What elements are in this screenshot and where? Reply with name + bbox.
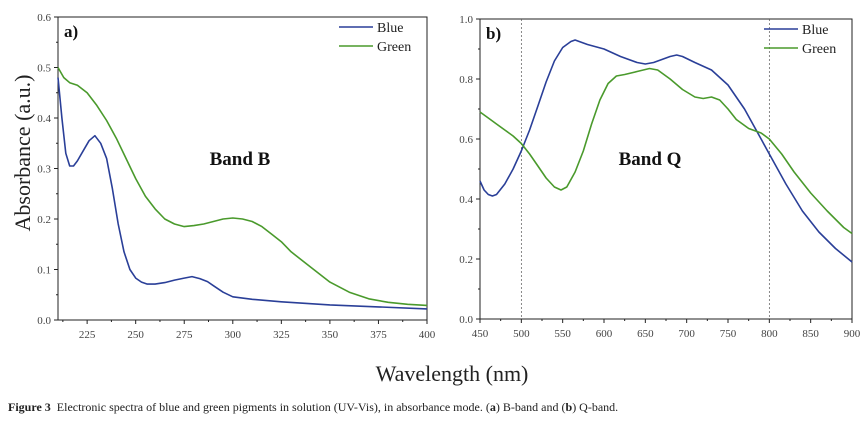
x-tick-label: 225 <box>79 329 96 341</box>
caption-figure-number: Figure 3 <box>8 400 51 414</box>
y-tick-label: 1.0 <box>459 14 473 26</box>
y-tick-label: 0.4 <box>459 194 473 206</box>
x-tick-label: 375 <box>370 329 387 341</box>
legend-label-blue: Blue <box>377 21 403 36</box>
x-tick-label: 325 <box>273 329 290 341</box>
series-line-green <box>57 67 428 307</box>
y-axis-title: Absorbance (a.u.) <box>10 75 35 232</box>
x-tick-label: 275 <box>176 329 193 341</box>
x-tick-label: 500 <box>513 328 530 340</box>
legend-label-green: Green <box>377 40 411 55</box>
y-tick-label: 0.6 <box>459 134 473 146</box>
panel-label: b) <box>486 24 501 43</box>
y-tick-label: 0.2 <box>459 254 473 266</box>
caption-a-label: a <box>489 400 496 414</box>
x-tick-label: 400 <box>419 329 436 341</box>
x-tick-label: 700 <box>678 328 695 340</box>
x-tick-label: 350 <box>322 329 339 341</box>
band-annotation: Band Q <box>619 149 682 170</box>
x-axis-title: Wavelength (nm) <box>376 361 529 386</box>
y-tick-label: 0.2 <box>37 214 51 226</box>
caption-b-label: b <box>565 400 573 414</box>
panel-a-chart: 0.0 0.1 0.2 0.3 0.4 0.5 0.6 225 250 275 300 325 350 3… <box>37 12 436 341</box>
y-tick-label: 0.0 <box>37 315 51 327</box>
caption-text-3: ) Q-band. <box>572 400 619 414</box>
series-line-green <box>479 67 853 235</box>
caption-text-1: Electronic spectra of blue and green pig… <box>56 400 490 414</box>
band-annotation: Band B <box>210 149 271 170</box>
y-tick-label: 0.3 <box>37 164 51 176</box>
figure-canvas: 0.0 0.1 0.2 0.3 0.4 0.5 0.6 225 250 275 300 325 350 3… <box>10 12 861 386</box>
y-tick-label: 0.8 <box>459 74 473 86</box>
series-line-blue <box>57 77 428 310</box>
legend-label-blue: Blue <box>802 23 828 38</box>
x-tick-label: 900 <box>844 328 861 340</box>
y-tick-label: 0.6 <box>37 12 51 24</box>
x-tick-label: 850 <box>802 328 819 340</box>
x-tick-label: 600 <box>596 328 613 340</box>
figure-caption: Figure 3 Electronic spectra of blue and … <box>8 400 618 415</box>
y-tick-label: 0.5 <box>37 63 51 75</box>
y-tick-label: 0.1 <box>37 265 51 277</box>
panel-b-chart: 0.0 0.2 0.4 0.6 0.8 1.0 450 500 550 600 650 700 750 8… <box>459 14 861 340</box>
legend-label-green: Green <box>802 42 836 57</box>
panel-label: a) <box>64 22 78 41</box>
y-tick-label: 0.4 <box>37 113 51 125</box>
x-tick-label: 750 <box>720 328 737 340</box>
x-tick-label: 650 <box>637 328 654 340</box>
y-tick-label: 0.0 <box>459 314 473 326</box>
x-tick-label: 450 <box>472 328 489 340</box>
caption-text-2: ) B-band and ( <box>495 400 566 414</box>
series-line-blue <box>479 39 853 263</box>
x-tick-label: 550 <box>554 328 571 340</box>
x-tick-label: 800 <box>761 328 778 340</box>
x-tick-label: 300 <box>225 329 242 341</box>
x-tick-label: 250 <box>127 329 144 341</box>
